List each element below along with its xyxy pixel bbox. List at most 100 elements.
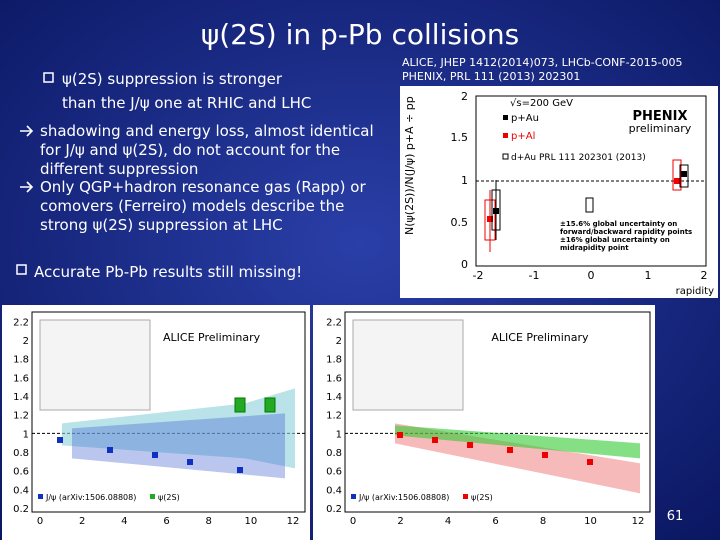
bullet-text: Accurate Pb-Pb results still missing! [34,263,302,281]
y-label: N(ψ(2S))/N(J/ψ) p+A ÷ pp [403,96,416,235]
arrow [20,125,34,137]
x-tick: 0 [588,269,595,282]
y-tick: 1.4 [13,392,29,403]
y-tick: 1.4 [326,392,342,403]
y-tick: 2 [336,336,342,347]
y-tick: 1.6 [13,373,29,384]
y-tick: 1 [461,174,468,187]
point-box [679,164,689,188]
x-tick: 4 [121,516,127,527]
point [487,216,493,222]
x-label: rapidity [676,286,714,297]
x-tick: 8 [540,516,546,527]
y-tick: 2 [23,336,29,347]
y-tick: 2.2 [13,317,29,328]
panel-frame [344,311,651,513]
point [432,437,438,443]
reference: ALICE, JHEP 1412(2014)073, LHCb-CONF-201… [402,56,683,69]
y-tick: 1.2 [13,411,29,422]
logo-sub: preliminary [629,122,692,135]
header: ALICE Preliminary [491,331,589,344]
alice-panels: 2.221.81.61.41.210.80.60.40.20 2 4 6 8 10 12AL… [2,305,655,540]
legend: ψ(2S) [158,493,180,502]
energy: √s=200 GeV [510,98,573,109]
title: ψ(2S) in p-Pb collisions [201,18,519,51]
y-tick: 0.4 [326,485,342,496]
point [57,437,63,443]
sub-bullet: different suppression [40,160,198,178]
legend-marker [502,153,509,160]
x-tick: 2 [397,516,403,527]
arrow [20,181,34,193]
x-tick: 1 [645,269,652,282]
y-tick: 0.8 [326,448,342,459]
point-box [585,197,594,213]
point [467,442,473,448]
y-tick: 0.2 [326,504,342,515]
legend: p+Au [511,113,539,124]
y-tick: 1.6 [326,373,342,384]
x-tick: 12 [287,516,300,527]
legend: ψ(2S) [471,493,493,502]
y-tick: 0 [461,258,468,271]
point [542,452,548,458]
y-tick: 1.2 [326,411,342,422]
legend-box [352,319,464,411]
legend-marker [351,494,356,499]
bullet-box [16,264,27,275]
y-tick: 0.6 [13,467,29,478]
reference: PHENIX, PRL 111 (2013) 202301 [402,70,580,83]
point [674,178,680,184]
x-tick: 6 [492,516,498,527]
point [397,432,403,438]
y-tick: 2.2 [326,317,342,328]
note: ±16% global uncertainty on midrapidity p… [560,236,670,252]
legend-box [39,319,151,411]
notes: ±15.6% global uncertainty on forward/bac… [560,220,693,252]
note: ±15.6% global uncertainty on forward/bac… [560,220,693,236]
x-tick: 6 [163,516,169,527]
legend: d+Au PRL 111 202301 (2013) [511,153,646,163]
point [493,208,499,214]
y-tick: 1.8 [326,355,342,366]
x-tick: -2 [473,269,484,282]
legend-marker [503,115,508,120]
point [587,459,593,465]
header: ALICE Preliminary [163,331,261,344]
panel-frame [31,311,306,513]
model-band [395,425,640,459]
x-tick: 10 [244,516,257,527]
y-tick: 1.5 [451,131,469,144]
sub-bullet: strong ψ(2S) suppression at LHC [40,216,283,234]
legend-marker [38,494,43,499]
bullet-box [43,72,54,83]
y-tick: 0.8 [13,448,29,459]
y-tick: 0.4 [13,485,29,496]
plot-bg [400,86,718,298]
x-tick: 10 [584,516,597,527]
y-tick: 0.6 [326,467,342,478]
point [107,447,113,453]
y-tick: 0.2 [13,504,29,515]
legend-marker [150,494,155,499]
x-tick: 2 [79,516,85,527]
point [187,459,193,465]
legend-marker [463,494,468,499]
model-band [72,413,285,479]
x-tick: 12 [632,516,645,527]
point [234,397,246,413]
logo: PHENIX [632,109,687,124]
y-tick: 0.5 [451,216,469,229]
x-tick: -1 [529,269,540,282]
bullet-text: ψ(2S) suppression is stronger [62,70,283,88]
sub-bullet: comovers (Ferreiro) models describe the [40,197,344,215]
point [507,447,513,453]
legend: J/ψ (arXiv:1506.08808) [358,493,449,502]
sub-bullet: shadowing and energy loss, almost identi… [40,122,374,140]
point [681,171,687,177]
legend: J/ψ (arXiv:1506.08808) [45,493,136,502]
y-tick: 1 [23,429,29,440]
bullet-text: than the J/ψ one at RHIC and LHC [62,94,311,112]
sub-bullet: for J/ψ and ψ(2S), do not account for th… [40,141,340,159]
